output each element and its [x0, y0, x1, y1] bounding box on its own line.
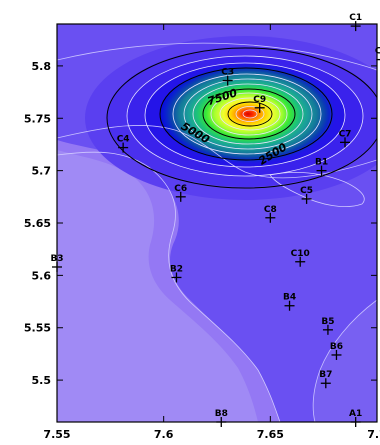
y-tick-label: 5.5 [32, 374, 52, 387]
contour-c3 [192, 83, 304, 145]
contour-5000 [159, 67, 333, 161]
y-tick-label: 5.8 [32, 60, 52, 73]
contour-c2 [183, 78, 313, 150]
well-point-b1: B1 [315, 158, 328, 176]
contour-b1 [126, 55, 364, 177]
contour-d5 [242, 109, 258, 119]
well-point-c4: C4 [117, 135, 130, 153]
well-label: C2 [375, 47, 380, 57]
well-point-b6: B6 [330, 342, 343, 360]
contour-2500 [106, 47, 377, 189]
well-point-b5: B5 [321, 317, 334, 335]
well-label: C3 [221, 68, 234, 78]
contour-d4 [235, 106, 265, 122]
x-tick-label: 7.6 [154, 428, 174, 441]
contour-outer-2 [57, 125, 377, 179]
well-label: B4 [283, 293, 296, 303]
y-tick-label: 5.65 [24, 217, 51, 230]
contour-outer-1 [57, 42, 377, 71]
well-label: C6 [174, 184, 187, 194]
axis-layer: 7.55 7.6 7.65 7.7 5.5 5.55 5.6 5.65 5.7 5.75 5.8 [24, 24, 380, 441]
well-label: C9 [253, 95, 266, 105]
well-point-c2: C2 [375, 47, 380, 61]
low-region-southeast [313, 300, 377, 422]
y-tick-label: 5.6 [32, 269, 52, 282]
contour-d2 [219, 97, 281, 131]
well-point-b2: B2 [170, 264, 183, 283]
well-label: C10 [291, 249, 310, 259]
well-layer: C1 C2 C3 C9 C7 C4 B1 C6 C5 C8 C10 B3 B2 B4 B5 B6 B7 B8 A1 [50, 13, 380, 427]
well-label: B5 [321, 317, 334, 327]
well-point-c1: C1 [349, 13, 362, 32]
contour-outer-5 [312, 299, 377, 422]
well-label: B7 [319, 370, 332, 380]
y-tick-label: 5.55 [24, 322, 51, 335]
well-point-c6: C6 [174, 184, 187, 202]
contour-c1 [172, 73, 322, 155]
well-point-c9: C9 [253, 95, 266, 113]
well-label: B1 [315, 158, 328, 168]
x-tick-label: 7.65 [257, 428, 284, 441]
contour-outer-3 [57, 151, 281, 422]
contour-d1 [210, 92, 288, 136]
well-point-b3: B3 [50, 254, 64, 272]
well-point-c3: C3 [221, 68, 234, 86]
contour-lines [57, 42, 377, 422]
well-label: B8 [215, 409, 228, 419]
contour-outer-4 [269, 171, 365, 207]
well-point-a1: A1 [349, 409, 362, 427]
contour-b2 [144, 62, 346, 168]
well-point-c8: C8 [264, 205, 277, 223]
well-label: B3 [50, 254, 63, 264]
contour-7500 [202, 88, 296, 140]
x-tick-label: 7.55 [43, 428, 70, 441]
well-label: C5 [300, 186, 313, 196]
well-label: B6 [330, 342, 343, 352]
well-point-b8: B8 [215, 409, 228, 427]
well-label: C8 [264, 205, 277, 215]
contour-d3 [227, 101, 273, 127]
well-label: C4 [117, 135, 130, 145]
well-point-c7: C7 [339, 129, 352, 148]
y-tick-label: 5.7 [32, 165, 52, 178]
well-point-b7: B7 [319, 370, 332, 389]
well-label: B2 [170, 264, 183, 274]
well-label: C1 [349, 13, 362, 23]
y-tick-label: 5.75 [24, 112, 51, 125]
well-point-b4: B4 [283, 293, 296, 311]
well-label: C7 [339, 129, 352, 139]
x-tick-label: 7.7 [367, 428, 380, 441]
well-point-c5: C5 [300, 186, 313, 204]
well-point-c10: C10 [291, 249, 310, 267]
low-region-west-inner [57, 150, 258, 422]
well-label: A1 [349, 409, 362, 419]
